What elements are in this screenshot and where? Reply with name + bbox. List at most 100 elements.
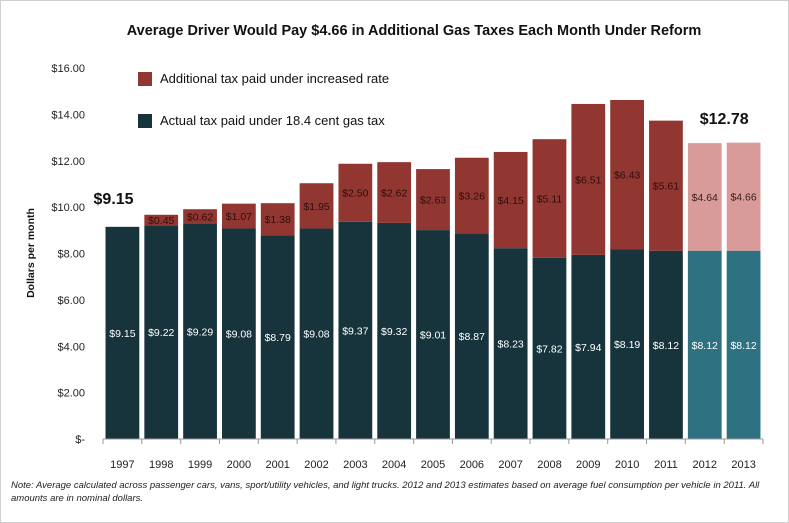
bar-actual-tax bbox=[649, 250, 683, 439]
x-tick-label: 2007 bbox=[498, 459, 522, 471]
x-tick-label: 2001 bbox=[265, 459, 289, 471]
bar-label-additional: $6.51 bbox=[575, 174, 601, 186]
bar-label-additional: $2.50 bbox=[342, 188, 368, 200]
legend-swatch bbox=[138, 72, 152, 86]
bar-actual-tax bbox=[454, 233, 489, 439]
bar-actual-tax bbox=[338, 221, 373, 439]
bar-additional-tax bbox=[493, 151, 528, 249]
bar-additional-tax bbox=[144, 214, 179, 226]
bar-label-actual: $8.12 bbox=[730, 340, 756, 352]
bar-label-actual: $9.15 bbox=[109, 328, 135, 340]
bar-label-actual: $7.82 bbox=[536, 343, 562, 355]
bar-label-additional: $1.95 bbox=[303, 201, 329, 213]
legend-label: Actual tax paid under 18.4 cent gas tax bbox=[160, 113, 385, 128]
bar-additional-tax bbox=[338, 163, 373, 222]
bar-actual-tax bbox=[726, 250, 761, 439]
y-tick-label: $16.00 bbox=[51, 63, 85, 75]
bar-additional-tax bbox=[416, 169, 450, 231]
bar-actual-tax bbox=[416, 230, 450, 439]
bar-additional-tax bbox=[532, 139, 567, 258]
bar-label-additional: $3.26 bbox=[459, 191, 485, 203]
bar-additional-tax bbox=[299, 183, 334, 229]
bar-label-additional: $5.61 bbox=[653, 181, 679, 193]
bar-additional-tax bbox=[726, 142, 761, 251]
bar-label-actual: $9.29 bbox=[187, 326, 213, 338]
bar-actual-tax bbox=[571, 254, 606, 439]
bar-label-actual: $9.08 bbox=[303, 329, 329, 341]
bar-label-actual: $9.32 bbox=[381, 326, 407, 338]
x-tick-label: 2000 bbox=[227, 459, 251, 471]
bar-label-actual: $9.01 bbox=[420, 330, 446, 342]
y-axis-label: Dollars per month bbox=[25, 208, 37, 298]
bar-label-additional: $4.15 bbox=[498, 195, 524, 207]
x-tick-label: 2002 bbox=[304, 459, 328, 471]
bar-label-actual: $8.12 bbox=[653, 340, 679, 352]
bar-label-additional: $2.62 bbox=[381, 188, 407, 200]
bar-actual-tax bbox=[687, 250, 722, 439]
bar-label-additional: $4.64 bbox=[692, 192, 718, 204]
bar-additional-tax bbox=[687, 143, 722, 251]
x-tick-label: 1997 bbox=[110, 459, 134, 471]
x-tick-label: 2005 bbox=[421, 459, 445, 471]
bar-actual-tax bbox=[260, 235, 295, 439]
callout-label: $12.78 bbox=[700, 111, 749, 128]
y-tick-label: $- bbox=[75, 434, 85, 446]
bar-actual-tax bbox=[532, 257, 567, 439]
bar-actual-tax bbox=[144, 225, 179, 439]
bar-additional-tax bbox=[571, 103, 606, 255]
bar-additional-tax bbox=[260, 203, 295, 236]
bar-additional-tax bbox=[610, 99, 645, 250]
bar-actual-tax bbox=[610, 249, 645, 439]
bar-additional-tax bbox=[221, 203, 256, 229]
footnote: Note: Average calculated across passenge… bbox=[11, 480, 760, 504]
bar-label-additional: $6.43 bbox=[614, 170, 640, 182]
callout-label: $9.15 bbox=[94, 191, 134, 208]
bar-label-additional: $2.63 bbox=[420, 195, 446, 207]
bar-actual-tax bbox=[105, 226, 140, 439]
y-tick-label: $8.00 bbox=[57, 249, 85, 261]
x-tick-label: 1999 bbox=[188, 459, 212, 471]
bar-actual-tax bbox=[493, 248, 528, 439]
bar-additional-tax bbox=[183, 209, 217, 224]
bar-label-actual: $8.79 bbox=[265, 332, 291, 344]
y-tick-label: $4.00 bbox=[57, 341, 85, 353]
x-tick-label: 1998 bbox=[149, 459, 173, 471]
x-tick-label: 2008 bbox=[537, 459, 561, 471]
bar-label-actual: $8.87 bbox=[459, 331, 485, 343]
y-tick-label: $2.00 bbox=[57, 388, 85, 400]
bar-label-additional: $0.45 bbox=[148, 215, 174, 227]
bar-label-actual: $7.94 bbox=[575, 342, 601, 354]
x-tick-label: 2006 bbox=[460, 459, 484, 471]
legend-label: Additional tax paid under increased rate bbox=[160, 71, 389, 86]
bar-label-actual: $9.37 bbox=[342, 325, 368, 337]
x-tick-label: 2010 bbox=[615, 459, 639, 471]
x-tick-label: 2004 bbox=[382, 459, 406, 471]
bar-label-actual: $8.23 bbox=[498, 339, 524, 351]
bar-label-additional: $0.62 bbox=[187, 211, 213, 223]
bar-additional-tax bbox=[377, 162, 412, 223]
bar-label-additional: $1.38 bbox=[265, 214, 291, 226]
y-tick-label: $6.00 bbox=[57, 295, 85, 307]
bar-actual-tax bbox=[377, 222, 412, 439]
bar-label-additional: $1.07 bbox=[226, 211, 252, 223]
bar-label-actual: $9.08 bbox=[226, 329, 252, 341]
stacked-bar-chart: Average Driver Would Pay $4.66 in Additi… bbox=[25, 23, 764, 471]
bar-actual-tax bbox=[221, 228, 256, 439]
x-tick-label: 2003 bbox=[343, 459, 367, 471]
x-tick-label: 2013 bbox=[731, 459, 755, 471]
bar-label-additional: $5.11 bbox=[537, 193, 563, 205]
y-tick-label: $14.00 bbox=[51, 109, 85, 121]
y-tick-label: $12.00 bbox=[51, 156, 85, 168]
bar-label-actual: $9.22 bbox=[148, 327, 174, 339]
bar-label-actual: $8.19 bbox=[614, 339, 640, 351]
bar-label-additional: $4.66 bbox=[730, 192, 756, 204]
bar-additional-tax bbox=[454, 157, 489, 234]
bar-actual-tax bbox=[299, 228, 334, 439]
bar-additional-tax bbox=[649, 120, 683, 251]
legend-swatch bbox=[138, 114, 152, 128]
x-tick-label: 2009 bbox=[576, 459, 600, 471]
chart-title: Average Driver Would Pay $4.66 in Additi… bbox=[127, 23, 702, 39]
bar-label-actual: $8.12 bbox=[692, 340, 718, 352]
bar-actual-tax bbox=[183, 223, 217, 439]
